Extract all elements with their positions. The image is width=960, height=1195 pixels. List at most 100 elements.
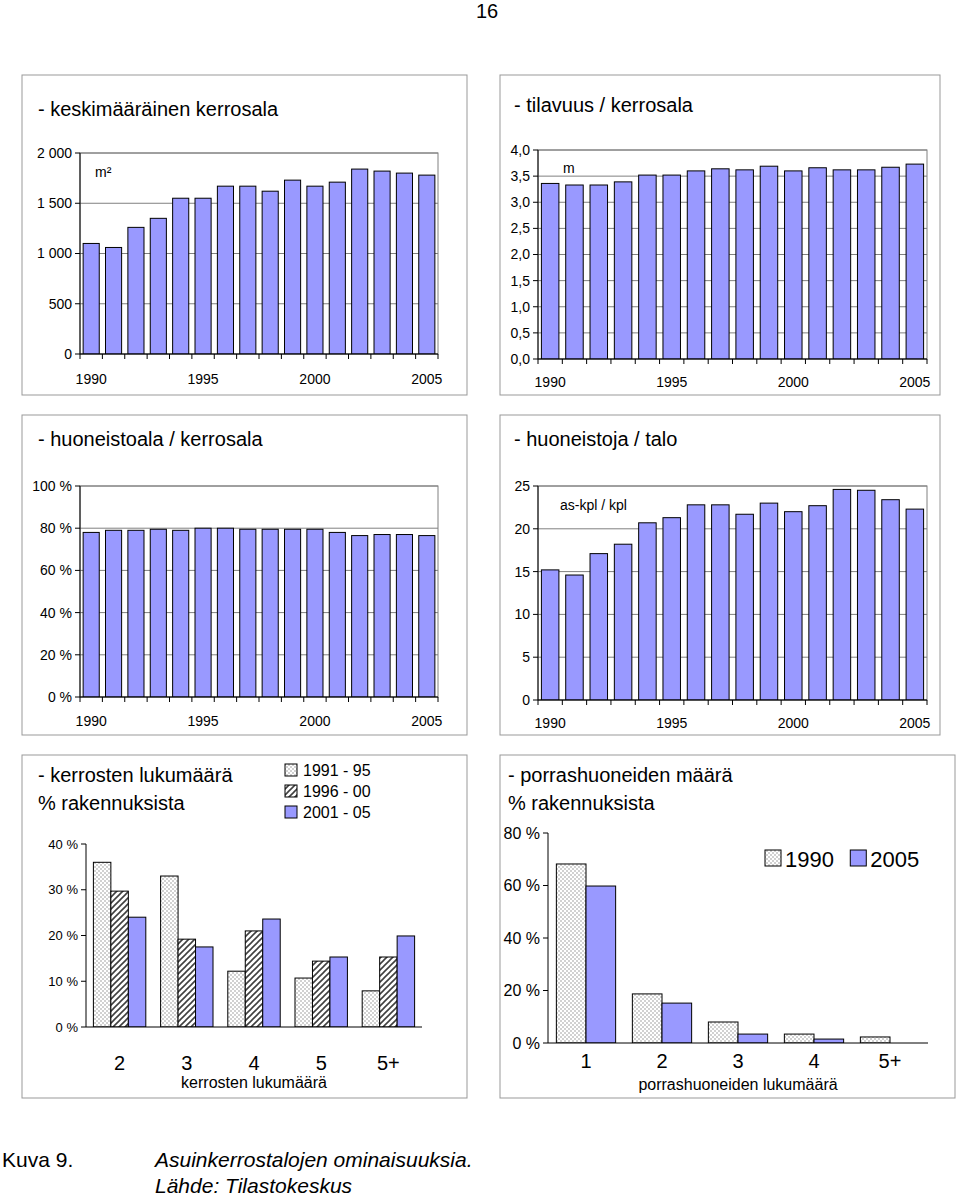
tick bbox=[543, 1043, 548, 1044]
marks bbox=[83, 169, 435, 354]
x-tick bbox=[303, 697, 304, 702]
tick-label: 2,5 bbox=[511, 220, 531, 236]
tick-label: 3,0 bbox=[511, 194, 531, 210]
y-axis bbox=[538, 150, 539, 359]
tick bbox=[81, 935, 86, 936]
tick bbox=[75, 253, 80, 254]
tick bbox=[75, 303, 80, 304]
bar bbox=[173, 530, 189, 697]
bar bbox=[380, 957, 397, 1027]
bar bbox=[173, 198, 189, 354]
x-tick bbox=[562, 700, 563, 705]
tick-label: 2,0 bbox=[511, 246, 531, 262]
x-tick bbox=[708, 359, 709, 364]
tick-label: 0 % bbox=[56, 1020, 79, 1035]
x-tick bbox=[659, 700, 660, 705]
chart: - kerrosten lukumäärä% rakennuksista0 %1… bbox=[22, 755, 467, 1098]
category-label: 1990 bbox=[535, 374, 566, 390]
bar bbox=[833, 170, 851, 359]
x-tick bbox=[326, 354, 327, 359]
x-tick bbox=[438, 354, 439, 359]
bar bbox=[882, 167, 900, 359]
x-axis bbox=[80, 697, 438, 698]
bar bbox=[760, 166, 778, 359]
panel bbox=[500, 755, 955, 1098]
bar bbox=[882, 500, 900, 700]
x-tick bbox=[124, 697, 125, 702]
category-label: 2000 bbox=[299, 713, 330, 729]
tick bbox=[75, 528, 80, 529]
bar bbox=[330, 957, 347, 1027]
marks bbox=[83, 528, 435, 697]
x-tick bbox=[214, 697, 215, 702]
bar bbox=[228, 971, 245, 1027]
panel bbox=[22, 755, 467, 1098]
category-label: 3 bbox=[732, 1050, 743, 1072]
panel bbox=[500, 75, 940, 395]
grid-line bbox=[538, 486, 927, 487]
x-tick bbox=[370, 697, 371, 702]
tick-label: 0,0 bbox=[511, 351, 531, 367]
tick bbox=[533, 700, 538, 701]
bar bbox=[161, 876, 178, 1027]
x-tick bbox=[805, 359, 806, 364]
x-tick bbox=[80, 697, 81, 702]
tick-label: 20 % bbox=[504, 982, 540, 999]
bar bbox=[329, 182, 345, 354]
grid-line bbox=[80, 486, 438, 487]
grid-line bbox=[538, 359, 927, 360]
tick-label: 40 % bbox=[40, 605, 72, 621]
category-label: 1995 bbox=[187, 371, 218, 387]
tick bbox=[533, 486, 538, 487]
x-tick bbox=[586, 359, 587, 364]
legend: 1991 - 951996 - 002001 - 05 bbox=[285, 762, 371, 821]
tick bbox=[75, 203, 80, 204]
tick bbox=[533, 228, 538, 229]
x-tick bbox=[348, 354, 349, 359]
tick-label: 1,5 bbox=[511, 273, 531, 289]
bar bbox=[374, 535, 390, 697]
bar bbox=[738, 1034, 768, 1043]
x-label: kerrosten lukumäärä bbox=[181, 1074, 327, 1091]
plot-frame bbox=[80, 486, 438, 697]
x-axis bbox=[80, 354, 438, 355]
category-label: 1995 bbox=[656, 715, 687, 731]
x-tick bbox=[538, 359, 539, 364]
category-label: 1990 bbox=[76, 713, 107, 729]
tick-label: 5 bbox=[522, 649, 530, 665]
bar bbox=[857, 170, 875, 359]
x-tick bbox=[805, 700, 806, 705]
bar bbox=[760, 503, 778, 700]
x-tick bbox=[214, 354, 215, 359]
marks bbox=[93, 862, 414, 1027]
bar bbox=[809, 168, 827, 359]
tick-label: 1 500 bbox=[37, 195, 72, 211]
tick-label: 20 % bbox=[40, 647, 72, 663]
x-tick bbox=[902, 359, 903, 364]
bar bbox=[632, 994, 662, 1043]
x-tick bbox=[191, 697, 192, 702]
tick bbox=[543, 885, 548, 886]
bar bbox=[196, 947, 213, 1027]
x-tick bbox=[562, 359, 563, 364]
chart: - tilavuus / kerrosala0,00,51,01,52,02,5… bbox=[500, 75, 940, 395]
category-label: 2005 bbox=[899, 715, 930, 731]
bar bbox=[312, 961, 329, 1027]
tick-label: 0 bbox=[522, 692, 530, 708]
x-tick bbox=[610, 359, 611, 364]
x-tick bbox=[683, 359, 684, 364]
bar bbox=[639, 175, 657, 359]
page: 16Kuva 9.Asuinkerrostalojen ominaisuuksi… bbox=[0, 0, 960, 1195]
bar bbox=[128, 227, 144, 354]
bar bbox=[708, 1022, 738, 1043]
x-axis bbox=[538, 359, 927, 360]
legend-swatch bbox=[285, 806, 297, 818]
plot-frame bbox=[538, 486, 927, 700]
tick bbox=[533, 202, 538, 203]
legend: 19902005 bbox=[765, 847, 919, 872]
legend-label: 2005 bbox=[870, 847, 919, 872]
tick-label: 100 % bbox=[32, 478, 72, 494]
legend-label: 2001 - 05 bbox=[303, 804, 371, 821]
bar bbox=[240, 529, 256, 697]
chart: - porrashuoneiden määrä% rakennuksista0 … bbox=[500, 755, 955, 1098]
